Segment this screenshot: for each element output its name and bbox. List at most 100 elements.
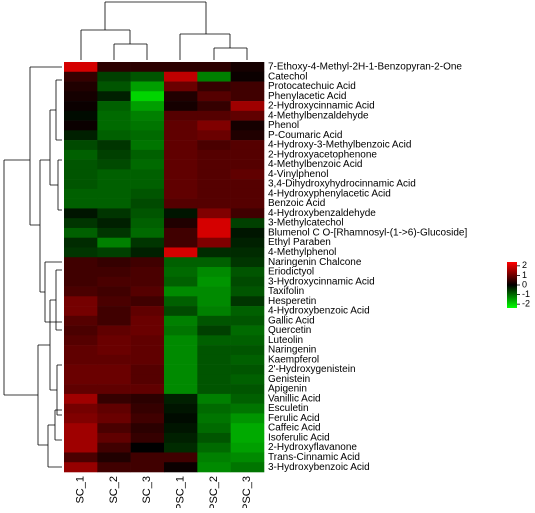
- heatmap-cell: [130, 452, 165, 463]
- row-label: 3-Hydroxybenzoic Acid: [268, 462, 370, 473]
- heatmap-cell: [64, 91, 98, 102]
- heatmap-cell: [130, 159, 165, 170]
- row-label: 2-Hydroxyacetophenone: [268, 149, 377, 160]
- heatmap-cell: [164, 384, 198, 395]
- heatmap-cell: [130, 227, 165, 239]
- row-label: Ferulic Acid: [268, 413, 320, 424]
- heatmap-cell: [230, 452, 265, 463]
- row-label: 3-Methylcatechol: [268, 218, 344, 229]
- heatmap-cell: [97, 462, 131, 473]
- heatmap-cell: [164, 62, 198, 73]
- row-label: P-Coumaric Acid: [268, 130, 342, 141]
- heatmap-cell: [97, 423, 131, 434]
- heatmap-cell: [230, 335, 265, 346]
- heatmap-cell: [64, 149, 98, 160]
- row-label: Blumenol C O-[Rhamnosyl-(1->6)-Glucoside…: [268, 227, 467, 238]
- row-label: 4-Hydroxybenzoic Acid: [268, 306, 370, 317]
- heatmap-cell: [164, 130, 198, 141]
- heatmap-cell: [164, 198, 198, 209]
- heatmap-cell: [164, 325, 198, 336]
- heatmap-cell: [164, 247, 198, 258]
- heatmap-cell: [64, 403, 98, 414]
- heatmap-cell: [230, 208, 265, 219]
- heatmap-cell: [130, 267, 165, 278]
- colorbar-tick-label: 0: [522, 279, 527, 289]
- heatmap-cell: [64, 374, 98, 385]
- heatmap-cell: [64, 188, 98, 199]
- heatmap-cell: [97, 130, 131, 141]
- heatmap-cell: [230, 432, 265, 444]
- heatmap-cell: [164, 296, 198, 307]
- heatmap-cell: [97, 198, 131, 209]
- heatmap-cell: [164, 315, 198, 326]
- colorbar-tick-label: 1: [522, 270, 527, 280]
- heatmap-cell: [197, 267, 231, 278]
- heatmap-cell: [230, 149, 265, 160]
- row-label: 2'-Hydroxygenistein: [268, 364, 356, 375]
- heatmap-cell: [64, 335, 98, 346]
- heatmap-cell: [164, 306, 198, 317]
- heatmap-cell: [230, 71, 265, 82]
- heatmap-cell: [230, 364, 265, 375]
- heatmap-cell: [164, 188, 198, 199]
- heatmap-cell: [130, 71, 165, 82]
- heatmap-cell: [164, 286, 198, 297]
- heatmap-cell: [64, 354, 98, 365]
- heatmap-cell: [64, 247, 98, 258]
- heatmap-cell: [230, 130, 265, 141]
- heatmap-cell: [197, 247, 231, 258]
- heatmap-cell: [64, 81, 98, 92]
- column-label: SC_1: [75, 476, 87, 504]
- heatmap-cell: [130, 237, 165, 248]
- heatmap-cell: [230, 296, 265, 307]
- colorbar-tick-label: -2: [522, 299, 530, 309]
- heatmap-cell: [197, 91, 231, 102]
- heatmap-cell: [197, 227, 231, 239]
- heatmap-cell: [197, 286, 231, 297]
- heatmap-cell: [197, 403, 231, 414]
- row-label: 4-Hydroxy-3-Methylbenzoic Acid: [268, 140, 411, 151]
- column-label: SC_3: [141, 476, 153, 504]
- heatmap-cell: [64, 120, 98, 131]
- heatmap-cell: [164, 140, 198, 151]
- heatmap-cell: [197, 423, 231, 434]
- heatmap-cell: [64, 432, 98, 444]
- heatmap-cell: [97, 452, 131, 463]
- heatmap-cell: [164, 335, 198, 346]
- heatmap-cell: [164, 169, 198, 180]
- heatmap-cell: [164, 393, 198, 404]
- heatmap-cell: [197, 81, 231, 92]
- heatmap-cell: [97, 257, 131, 268]
- heatmap-cell: [97, 179, 131, 190]
- heatmap-cell: [97, 62, 131, 73]
- heatmap-cell: [197, 364, 231, 375]
- heatmap-cell: [97, 345, 131, 356]
- heatmap-cell: [97, 335, 131, 346]
- row-label: 4-Methylbenzaldehyde: [268, 110, 369, 121]
- row-label: 3,4-Dihydroxyhydrocinnamic Acid: [268, 179, 416, 190]
- heatmap-cell: [97, 149, 131, 160]
- heatmap-cell: [130, 276, 165, 287]
- heatmap-cell: [197, 354, 231, 365]
- heatmap-cell: [130, 218, 165, 229]
- heatmap-cell: [164, 71, 198, 82]
- heatmap-cell: [97, 247, 131, 258]
- heatmap-cell: [230, 227, 265, 239]
- heatmap-cell: [64, 179, 98, 190]
- heatmap-cell: [64, 71, 98, 82]
- heatmap-cell: [230, 91, 265, 102]
- heatmap-cell: [197, 120, 231, 131]
- heatmap-cell: [97, 393, 131, 404]
- heatmap-cell: [130, 140, 165, 151]
- heatmap-cell: [230, 374, 265, 385]
- heatmap-cell: [230, 247, 265, 258]
- row-label: Naringenin Chalcone: [268, 257, 362, 268]
- row-label: Isoferulic Acid: [268, 432, 330, 443]
- heatmap-cell: [97, 413, 131, 424]
- heatmap-cell: [164, 227, 198, 239]
- heatmap-cell: [130, 208, 165, 219]
- colorbar-tick-label: -1: [522, 289, 530, 299]
- row-label: Gallic Acid: [268, 315, 315, 326]
- row-label: Esculetin: [268, 403, 309, 414]
- row-label: 2-Hydroxycinnamic Acid: [268, 101, 375, 112]
